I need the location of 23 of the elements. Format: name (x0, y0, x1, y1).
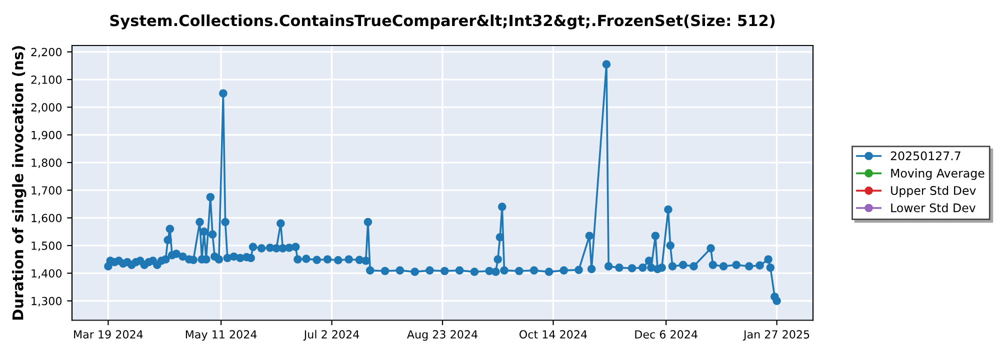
chart-title: System.Collections.ContainsTrueComparer&lt;Int32&gt;.FrozenSet(Size: 512) (110, 14, 775, 30)
y-tick-label: 1,600 (32, 214, 62, 224)
y-tick-label: 1,400 (32, 269, 62, 279)
x-tick-label: Mar 19 2024 (74, 330, 143, 339)
legend-label: Upper Std Dev (891, 186, 976, 198)
legend-label: Moving Average (891, 168, 984, 180)
legend-label: Lower Std Dev (891, 203, 976, 212)
y-tick-label: 1,800 (32, 158, 62, 168)
y-tick-label: 2,100 (31, 76, 62, 86)
legend-label: 20250127.7 (890, 151, 960, 160)
x-tick-label: Jul 2 2024 (303, 330, 360, 341)
y-tick-label: 1,500 (32, 242, 62, 252)
x-tick-label: Dec 6 2024 (635, 330, 698, 339)
y-tick-label: 1,700 (32, 186, 62, 196)
y-tick-label: 2,200 (31, 48, 62, 58)
x-tick-label: Aug 23 2024 (407, 330, 478, 341)
y-tick-label: 2,000 (31, 103, 62, 113)
y-axis-title: Duration of single invocation (ns) (12, 46, 26, 320)
x-tick-label: Oct 14 2024 (520, 330, 587, 339)
y-tick-label: 1,900 (32, 130, 62, 140)
x-tick-label: May 11 2024 (186, 330, 257, 341)
x-tick-label: Jan 27 2025 (742, 330, 810, 341)
y-tick-label: 1,300 (32, 296, 62, 306)
